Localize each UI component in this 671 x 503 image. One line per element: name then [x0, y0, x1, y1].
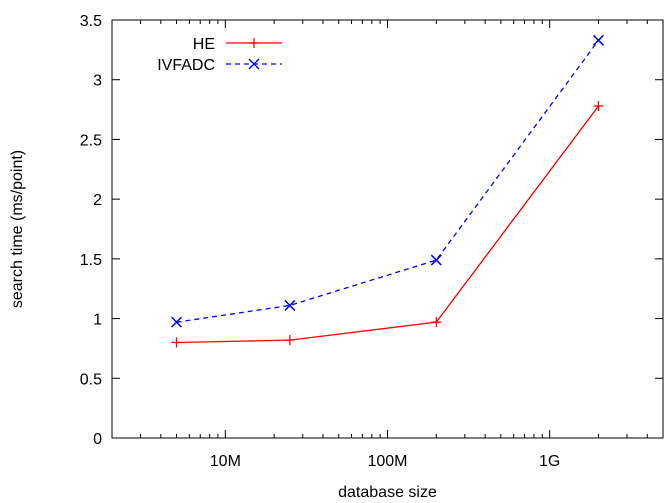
data-point-he: [431, 317, 442, 328]
data-point-ivfadc: [170, 316, 183, 328]
y-tick-label: 2: [93, 192, 102, 209]
y-tick-label: 1.5: [80, 252, 102, 269]
y-axis-label: search time (ms/point): [9, 150, 26, 308]
plot-border: [111, 19, 664, 439]
x-tick-label: 1G: [539, 453, 560, 470]
legend-marker: [248, 58, 260, 70]
legend: HE IVFADC: [157, 36, 282, 74]
x-tick-label: 10M: [210, 453, 241, 470]
legend-label: IVFADC: [157, 57, 215, 74]
y-tick-label: 3.5: [80, 13, 102, 30]
data-point-ivfadc: [430, 254, 442, 266]
data-point-he: [284, 335, 295, 346]
x-tick-label: 100M: [367, 453, 407, 470]
y-tick-label: 2.5: [80, 132, 102, 149]
data-point-he: [171, 337, 182, 348]
x-axis-label: database size: [338, 484, 437, 501]
y-tick-label: 0: [93, 431, 102, 448]
plot-frame: [111, 19, 664, 439]
data-point-ivfadc: [592, 34, 605, 46]
axis-ticks: 0 0.5 1 1.5 2 2.5 3 3.5 10M 100M 1G: [80, 13, 663, 470]
series-line-he: [176, 105, 600, 344]
series-line-ivfadc: [176, 39, 600, 323]
y-tick-label: 3: [93, 73, 102, 90]
legend-label: HE: [193, 36, 215, 53]
series-lines: [170, 34, 605, 348]
legend-marker: [249, 38, 259, 48]
data-point-ivfadc: [284, 299, 296, 311]
y-tick-label: 1: [93, 312, 102, 329]
data-point-he: [593, 100, 604, 111]
y-tick-label: 0.5: [80, 371, 102, 388]
